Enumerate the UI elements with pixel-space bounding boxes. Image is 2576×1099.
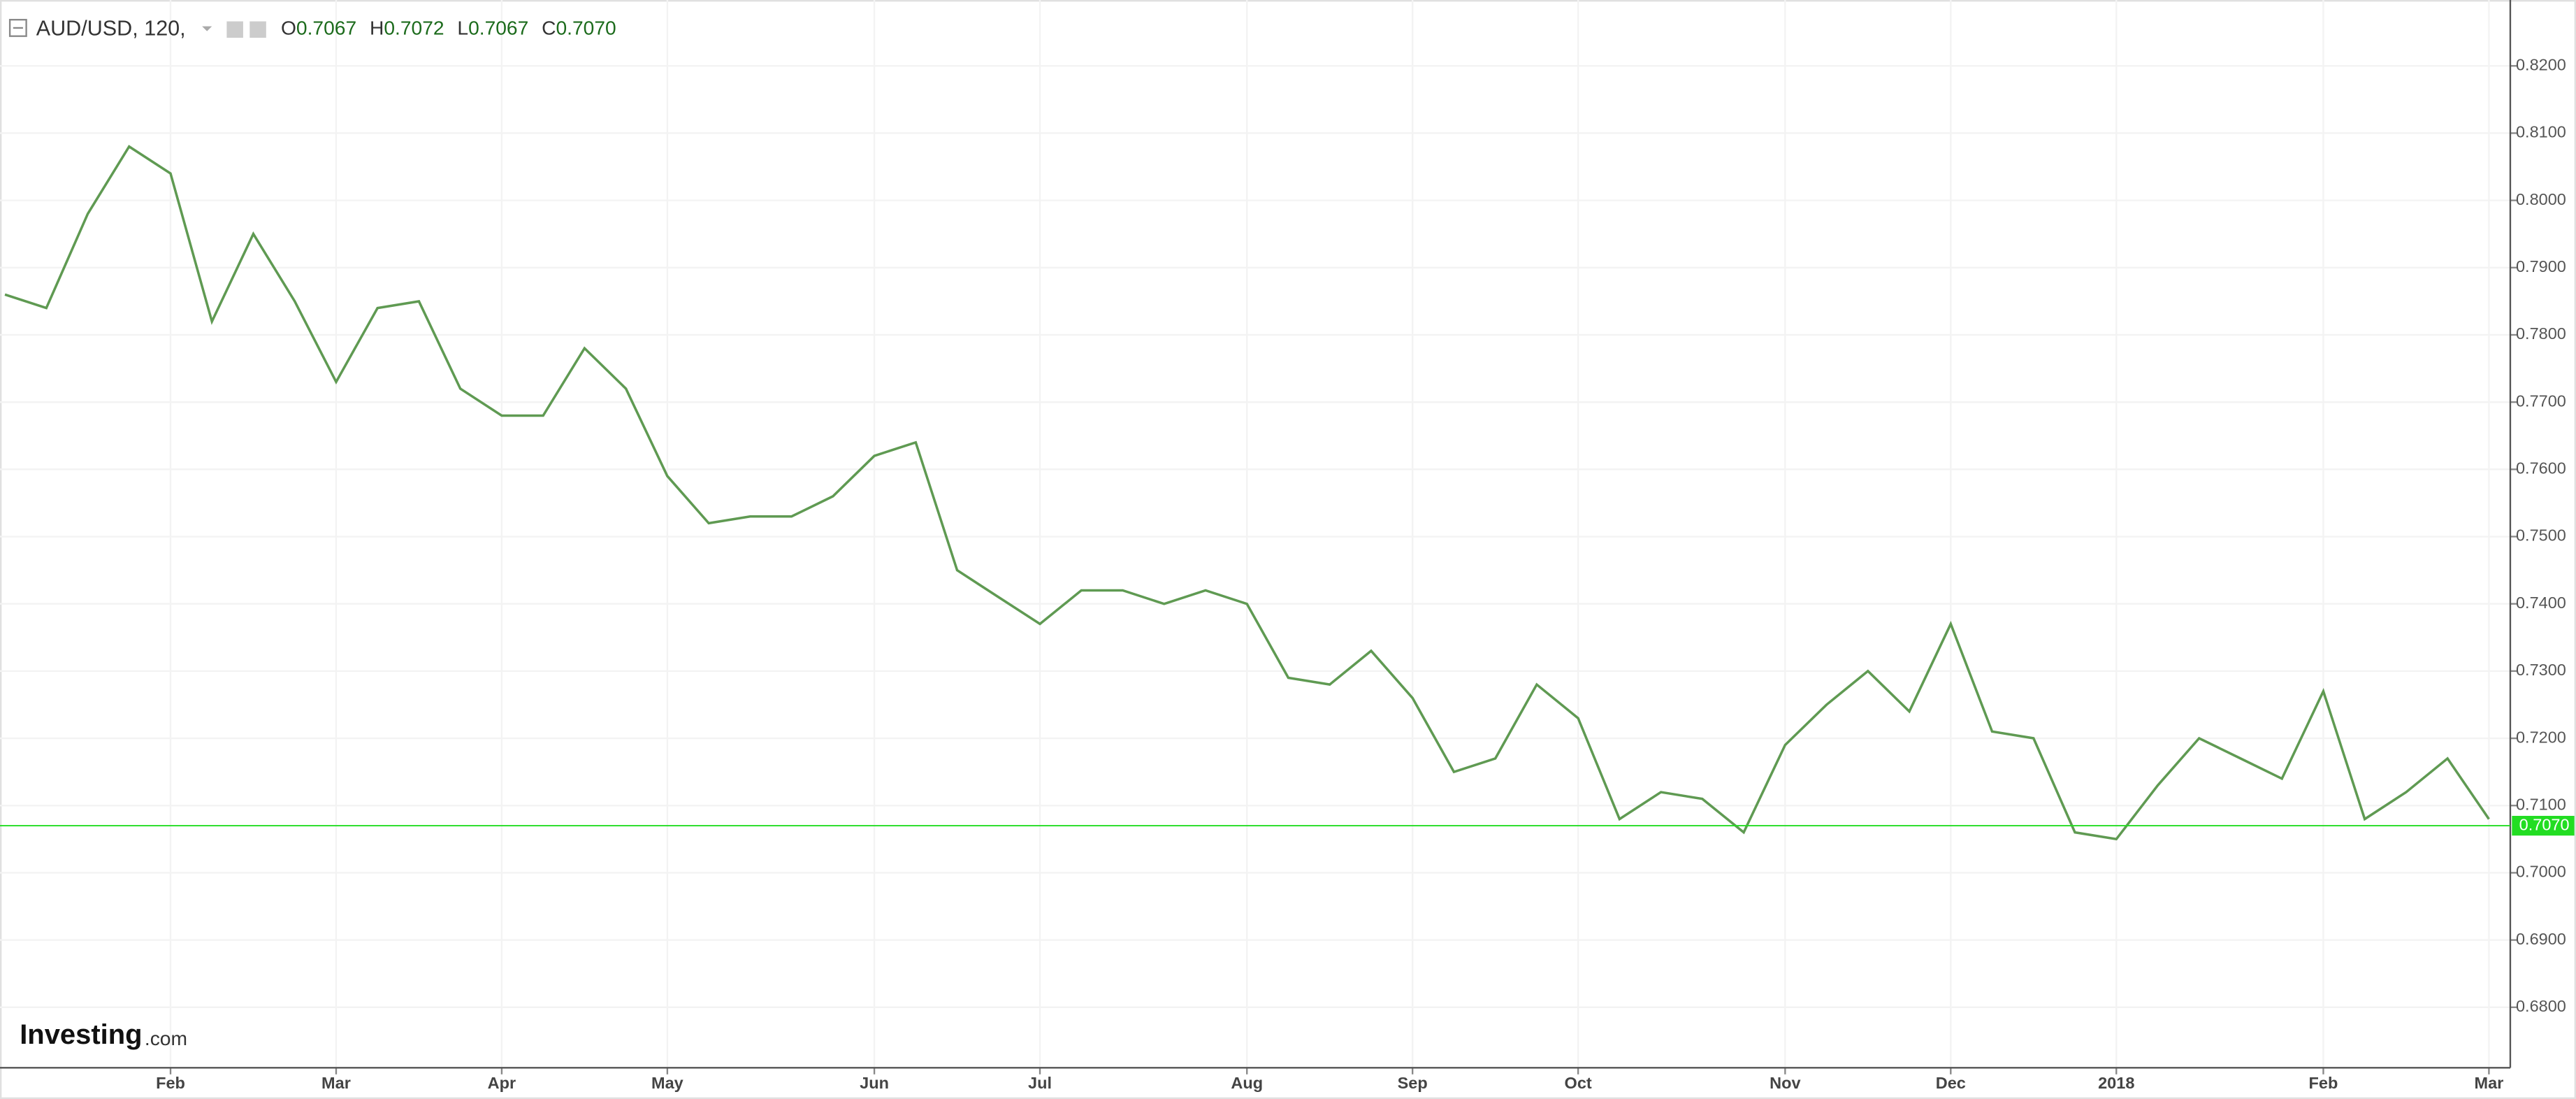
symbol: AUD/USD, 120,: [36, 16, 186, 40]
y-tick-label: 0.7900: [2516, 257, 2566, 275]
last-price-box: [2512, 816, 2575, 836]
ohlc-value: 0.7070: [556, 17, 616, 39]
ohlc-letter: L: [457, 17, 468, 39]
x-tick-label: Oct: [1565, 1074, 1592, 1092]
visibility-icon[interactable]: [249, 21, 266, 38]
x-tick-label: Mar: [321, 1074, 351, 1092]
x-tick-label: 2018: [2098, 1074, 2134, 1092]
ohlc-value: 0.7067: [468, 17, 528, 39]
ohlc-values: O 0.7067 H 0.7072 L 0.7067 C 0.7070: [281, 17, 616, 39]
y-tick-label: 0.7300: [2516, 661, 2566, 679]
ohlc-letter: O: [281, 17, 296, 39]
y-tick-label: 0.6800: [2516, 997, 2566, 1015]
ohlc-value: 0.7072: [384, 17, 444, 39]
last-price-label: 0.7070: [2519, 815, 2570, 833]
brand-suffix: .com: [145, 1027, 187, 1049]
x-tick-label: May: [651, 1074, 683, 1092]
y-tick-label: 0.8100: [2516, 123, 2566, 141]
y-tick-label: 0.7500: [2516, 526, 2566, 545]
x-tick-label: Nov: [1770, 1074, 1800, 1092]
x-tick-label: Jun: [860, 1074, 889, 1092]
y-tick-label: 0.7600: [2516, 459, 2566, 477]
y-tick-label: 0.8200: [2516, 55, 2566, 73]
x-tick-label: Aug: [1231, 1074, 1263, 1092]
y-tick-label: 0.7800: [2516, 324, 2566, 343]
x-tick-label: Apr: [488, 1074, 516, 1092]
price-line: [4, 145, 2490, 841]
y-tick-label: 0.7700: [2516, 392, 2566, 410]
x-tick-label: Dec: [1936, 1074, 1966, 1092]
brand-name: Investing: [20, 1019, 142, 1050]
ohlc-letter: H: [370, 17, 384, 39]
settings-icon[interactable]: [226, 21, 243, 38]
x-tick-label: Feb: [156, 1074, 185, 1092]
y-tick-label: 0.8000: [2516, 190, 2566, 208]
y-tick-label: 0.7100: [2516, 795, 2566, 813]
x-tick-label: Feb: [2309, 1074, 2338, 1092]
y-tick-label: 0.7400: [2516, 594, 2566, 612]
ohlc-letter: C: [542, 17, 556, 39]
y-tick-label: 0.7000: [2516, 863, 2566, 881]
x-tick-label: Sep: [1398, 1074, 1428, 1092]
x-tick-label: Jul: [1028, 1074, 1052, 1092]
dropdown-arrow[interactable]: [202, 26, 212, 31]
y-tick-label: 0.6900: [2516, 930, 2566, 948]
y-tick-label: 0.7200: [2516, 728, 2566, 746]
x-tick-label: Mar: [2475, 1074, 2504, 1092]
ohlc-value: 0.7067: [296, 17, 356, 39]
